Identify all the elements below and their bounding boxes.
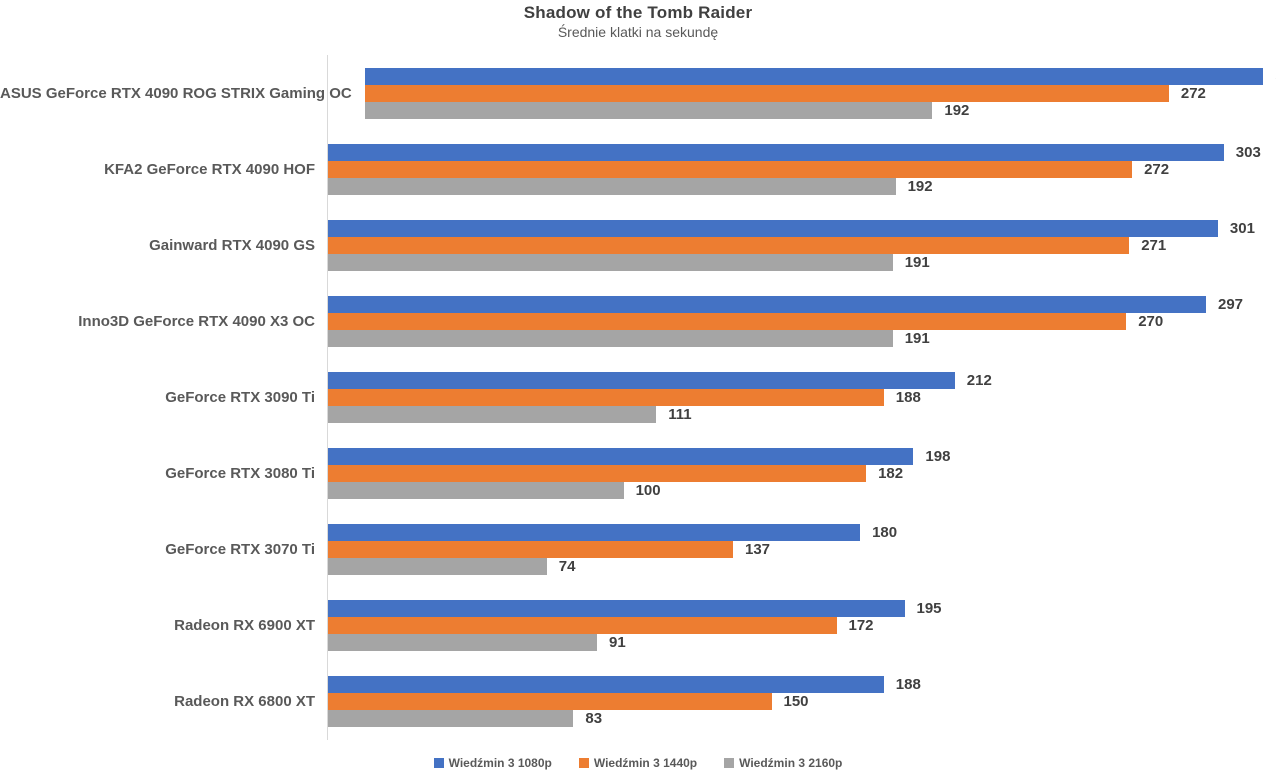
category-label: ASUS GeForce RTX 4090 ROG STRIX Gaming O…	[0, 84, 352, 102]
value-label: 188	[895, 388, 921, 406]
bar-stack: 180 137 74	[328, 524, 1276, 576]
legend-item-2160p: Wiedźmin 3 2160p	[724, 756, 842, 770]
bar-group: GeForce RTX 3080 Ti 198 182 100	[0, 436, 1276, 512]
bar-stack: 212 188 111	[328, 371, 1276, 423]
bar-1080p	[364, 67, 1264, 85]
value-label: 100	[635, 482, 661, 500]
category-label: GeForce RTX 3090 Ti	[165, 388, 315, 406]
bar-1440p	[364, 84, 1169, 102]
bar-1080p	[328, 448, 914, 466]
bar-2160p	[364, 101, 933, 119]
value-label: 301	[1229, 219, 1255, 237]
value-label: 172	[848, 617, 874, 635]
value-label: 303	[1235, 143, 1261, 161]
bar-1080p	[328, 295, 1206, 313]
bar-stack: 303 272 192	[328, 143, 1276, 195]
bar-stack: 304272192	[364, 67, 1276, 119]
category-label: GeForce RTX 3070 Ti	[165, 541, 315, 559]
bar-2160p	[328, 634, 597, 652]
bar-stack: 301 271 191	[328, 219, 1276, 271]
category-label: Radeon RX 6900 XT	[174, 617, 315, 635]
value-label: 270	[1138, 312, 1164, 330]
bar-stack: 195 172 91	[328, 600, 1276, 652]
legend-item-1080p: Wiedźmin 3 1080p	[433, 756, 552, 770]
bar-group: KFA2 GeForce RTX 4090 HOF 303 272 192	[0, 131, 1276, 207]
value-label: 180	[872, 524, 898, 542]
value-label: 272	[1180, 84, 1206, 102]
bar-rows: ASUS GeForce RTX 4090 ROG STRIX Gaming O…	[0, 55, 1276, 740]
category-label: GeForce RTX 3080 Ti	[165, 465, 315, 483]
bar-1080p	[328, 676, 884, 694]
bar-1440p	[328, 312, 1127, 330]
legend: Wiedźmin 3 1080p Wiedźmin 3 1440p Wiedźmin…	[0, 756, 1276, 770]
value-label: 74	[558, 558, 576, 576]
bar-2160p	[328, 177, 896, 195]
bar-group: Radeon RX 6800 XT 188 150 83	[0, 664, 1276, 740]
plot-area: ASUS GeForce RTX 4090 ROG STRIX Gaming O…	[0, 55, 1276, 740]
value-label: 192	[944, 101, 970, 119]
bar-1080p	[328, 143, 1224, 161]
value-label: 191	[904, 253, 930, 271]
bar-1440p	[328, 236, 1130, 254]
value-label: 212	[966, 371, 992, 389]
category-label: Radeon RX 6800 XT	[174, 693, 315, 711]
value-label: 150	[783, 693, 809, 711]
bar-stack: 188 150 83	[328, 676, 1276, 728]
bar-1440p	[328, 693, 772, 711]
bar-group: GeForce RTX 3070 Ti 180 137 74	[0, 512, 1276, 588]
bar-1080p	[328, 524, 861, 542]
value-label: 182	[878, 465, 904, 483]
legend-swatch-icon	[578, 758, 589, 768]
legend-label: Wiedźmin 3 2160p	[739, 756, 843, 770]
value-label: 192	[907, 177, 933, 195]
legend-label: Wiedźmin 3 1440p	[593, 756, 698, 770]
bar-1440p	[328, 388, 884, 406]
chart-title: Shadow of the Tomb Raider	[523, 3, 753, 22]
bar-1080p	[328, 600, 905, 618]
category-label: Gainward RTX 4090 GS	[149, 236, 315, 254]
legend-item-1440p: Wiedźmin 3 1440p	[578, 756, 698, 770]
category-label: KFA2 GeForce RTX 4090 HOF	[104, 160, 315, 178]
bar-1080p	[328, 219, 1218, 237]
bar-1440p	[328, 617, 837, 635]
bar-2160p	[328, 710, 574, 728]
bar-2160p	[328, 329, 893, 347]
value-label: 272	[1144, 160, 1170, 178]
legend-swatch-icon	[433, 758, 444, 768]
bar-1440p	[328, 160, 1133, 178]
category-label: Inno3D GeForce RTX 4090 X3 OC	[78, 312, 315, 330]
bar-stack: 198 182 100	[328, 448, 1276, 500]
bar-group: ASUS GeForce RTX 4090 ROG STRIX Gaming O…	[0, 55, 1276, 131]
bar-1080p	[328, 371, 955, 389]
bar-1440p	[328, 465, 867, 483]
value-label: 137	[745, 541, 771, 559]
value-label: 271	[1141, 236, 1167, 254]
legend-swatch-icon	[724, 758, 735, 768]
y-axis-line	[327, 55, 328, 740]
bar-stack: 297 270 191	[328, 295, 1276, 347]
bar-group: Inno3D GeForce RTX 4090 X3 OC 297 270 191	[0, 283, 1276, 359]
bar-2160p	[328, 405, 657, 423]
bar-group: GeForce RTX 3090 Ti 212 188 111	[0, 359, 1276, 435]
value-label: 111	[668, 405, 692, 423]
value-label: 91	[609, 634, 626, 652]
value-label: 188	[895, 676, 921, 694]
value-label: 198	[925, 448, 951, 466]
bar-2160p	[328, 482, 624, 500]
bar-group: Gainward RTX 4090 GS 301 271 191	[0, 207, 1276, 283]
value-label: 195	[916, 600, 942, 618]
bar-2160p	[328, 253, 893, 271]
legend-label: Wiedźmin 3 1080p	[448, 756, 552, 770]
value-label: 297	[1218, 295, 1244, 313]
chart-subtitle: Średnie klatki na sekundę	[557, 24, 719, 40]
value-label: 83	[585, 710, 603, 728]
value-label: 191	[904, 329, 930, 347]
bar-group: Radeon RX 6900 XT 195 172 91	[0, 588, 1276, 664]
bar-1440p	[328, 541, 733, 559]
bar-2160p	[328, 558, 547, 576]
